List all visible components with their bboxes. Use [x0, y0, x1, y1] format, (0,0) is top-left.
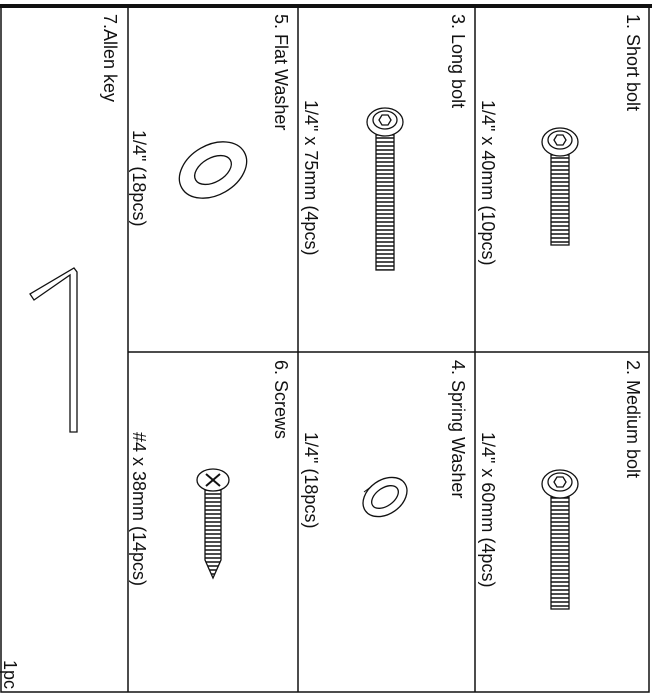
part-name: 2. Medium bolt: [623, 360, 643, 478]
part-name: 6. Screws: [271, 360, 291, 439]
part-name: 1. Short bolt: [623, 14, 643, 111]
part-spec: 1/4" x 75mm (4pcs): [301, 100, 321, 255]
part-name: 3. Long bolt: [448, 14, 468, 108]
spring-washer-icon: [362, 476, 408, 518]
screw-icon: [196, 468, 230, 580]
part-spec: 1/4" x 40mm (10pcs): [478, 100, 498, 265]
part-name: 4. Spring Washer: [448, 360, 468, 498]
allen-key-icon: [29, 267, 78, 433]
part-spec: 1/4" (18pcs): [301, 432, 321, 528]
short-bolt-icon: [541, 127, 579, 246]
part-spec: 1/4" x 60mm (4pcs): [478, 432, 498, 587]
part-name: 5. Flat Washer: [271, 14, 291, 130]
medium-bolt-icon: [541, 469, 579, 610]
long-bolt-icon: [366, 107, 404, 271]
part-spec: #4 x 38mm (14pcs): [129, 432, 149, 586]
part-spec: 1/4" (18pcs): [129, 130, 149, 226]
grid: [0, 5, 650, 693]
flat-washer-icon: [178, 141, 248, 199]
part-name: 7.Allen key: [100, 14, 120, 102]
part-spec: 1pc: [0, 660, 20, 689]
